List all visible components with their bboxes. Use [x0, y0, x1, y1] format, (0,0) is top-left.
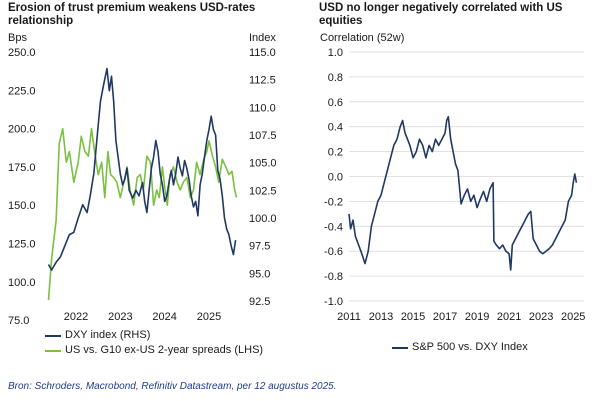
left-chart-title: Erosion of trust premium weakens USD-rat…	[8, 2, 256, 27]
legend-label-sp500-dxy: S&P 500 vs. DXY Index	[412, 341, 528, 353]
x-tick-label: 2011	[337, 311, 361, 323]
y-tick-label: -0.4	[324, 221, 343, 233]
left-y-tick-label: 75.0	[8, 315, 29, 327]
right-y-tick-label: 97.5	[249, 241, 270, 253]
left-chart-legend: DXY index (RHS) US vs. G10 ex-US 2-year …	[45, 328, 263, 358]
legend-swatch-spreads	[45, 349, 61, 352]
y-tick-label: 0.4	[328, 122, 343, 134]
left-y-tick-label: 225.0	[8, 85, 36, 97]
y-tick-label: 0.2	[328, 147, 343, 159]
left-y-tick-label: 125.0	[8, 239, 36, 251]
correlation-axis-unit: Correlation (52w)	[320, 32, 405, 44]
y-tick-label: -0.8	[324, 271, 343, 283]
y-tick-label: -0.6	[324, 246, 343, 258]
right-y-tick-label: 107.5	[249, 130, 277, 142]
left-axis-unit-bps: Bps	[8, 32, 27, 44]
x-tick-label: 2019	[465, 311, 489, 323]
legend-item-dxy: DXY index (RHS)	[45, 328, 263, 343]
legend-swatch-dxy	[45, 334, 61, 337]
x-tick-label: 2022	[64, 311, 88, 323]
right-chart-title: USD no longer negatively correlated with…	[319, 2, 563, 27]
right-y-tick-label: 92.5	[249, 296, 270, 308]
legend-label-spreads: US vs. G10 ex-US 2-year spreads (LHS)	[65, 344, 264, 356]
spreads-line	[47, 127, 238, 301]
y-tick-label: 0.8	[328, 72, 343, 84]
y-tick-label: 0.6	[328, 97, 343, 109]
right-y-tick-label: 115.0	[249, 47, 276, 59]
left-y-tick-label: 100.0	[8, 277, 36, 289]
x-tick-label: 2025	[197, 311, 221, 323]
sp500-dxy-correlation-line	[348, 115, 578, 271]
right-y-tick-label: 105.0	[249, 158, 277, 170]
x-tick-label: 2013	[369, 311, 393, 323]
x-tick-label: 2025	[561, 311, 585, 323]
y-tick-label: -0.2	[324, 196, 343, 208]
legend-label-dxy: DXY index (RHS)	[65, 329, 151, 341]
y-tick-label: -1.0	[324, 296, 343, 308]
y-tick-label: 0.0	[328, 172, 343, 184]
dxy-index-line	[47, 67, 237, 271]
right-y-tick-label: 112.5	[249, 75, 276, 87]
right-y-tick-label: 110.0	[249, 102, 276, 114]
right-y-tick-label: 95.0	[249, 268, 270, 280]
legend-swatch-sp500-dxy	[392, 346, 408, 349]
x-tick-label: 2021	[497, 311, 521, 323]
y-tick-label: 1.0	[328, 47, 343, 59]
left-y-tick-label: 175.0	[8, 162, 36, 174]
x-tick-label: 2015	[401, 311, 425, 323]
legend-item-sp500-dxy: S&P 500 vs. DXY Index	[392, 340, 528, 355]
x-tick-label: 2024	[152, 311, 176, 323]
x-tick-label: 2023	[529, 311, 553, 323]
right-axis-unit-index: Index	[249, 32, 276, 44]
left-y-tick-label: 250.0	[8, 47, 36, 59]
source-note: Bron: Schroders, Macrobond, Refinitiv Da…	[8, 381, 337, 392]
left-y-tick-label: 150.0	[8, 200, 36, 212]
right-y-tick-label: 100.0	[249, 213, 277, 225]
left-y-tick-label: 200.0	[8, 124, 36, 136]
x-tick-label: 2023	[108, 311, 132, 323]
right-chart-legend: S&P 500 vs. DXY Index	[392, 340, 528, 355]
right-y-tick-label: 102.5	[249, 185, 277, 197]
legend-item-spreads: US vs. G10 ex-US 2-year spreads (LHS)	[45, 343, 263, 358]
x-tick-label: 2017	[433, 311, 457, 323]
